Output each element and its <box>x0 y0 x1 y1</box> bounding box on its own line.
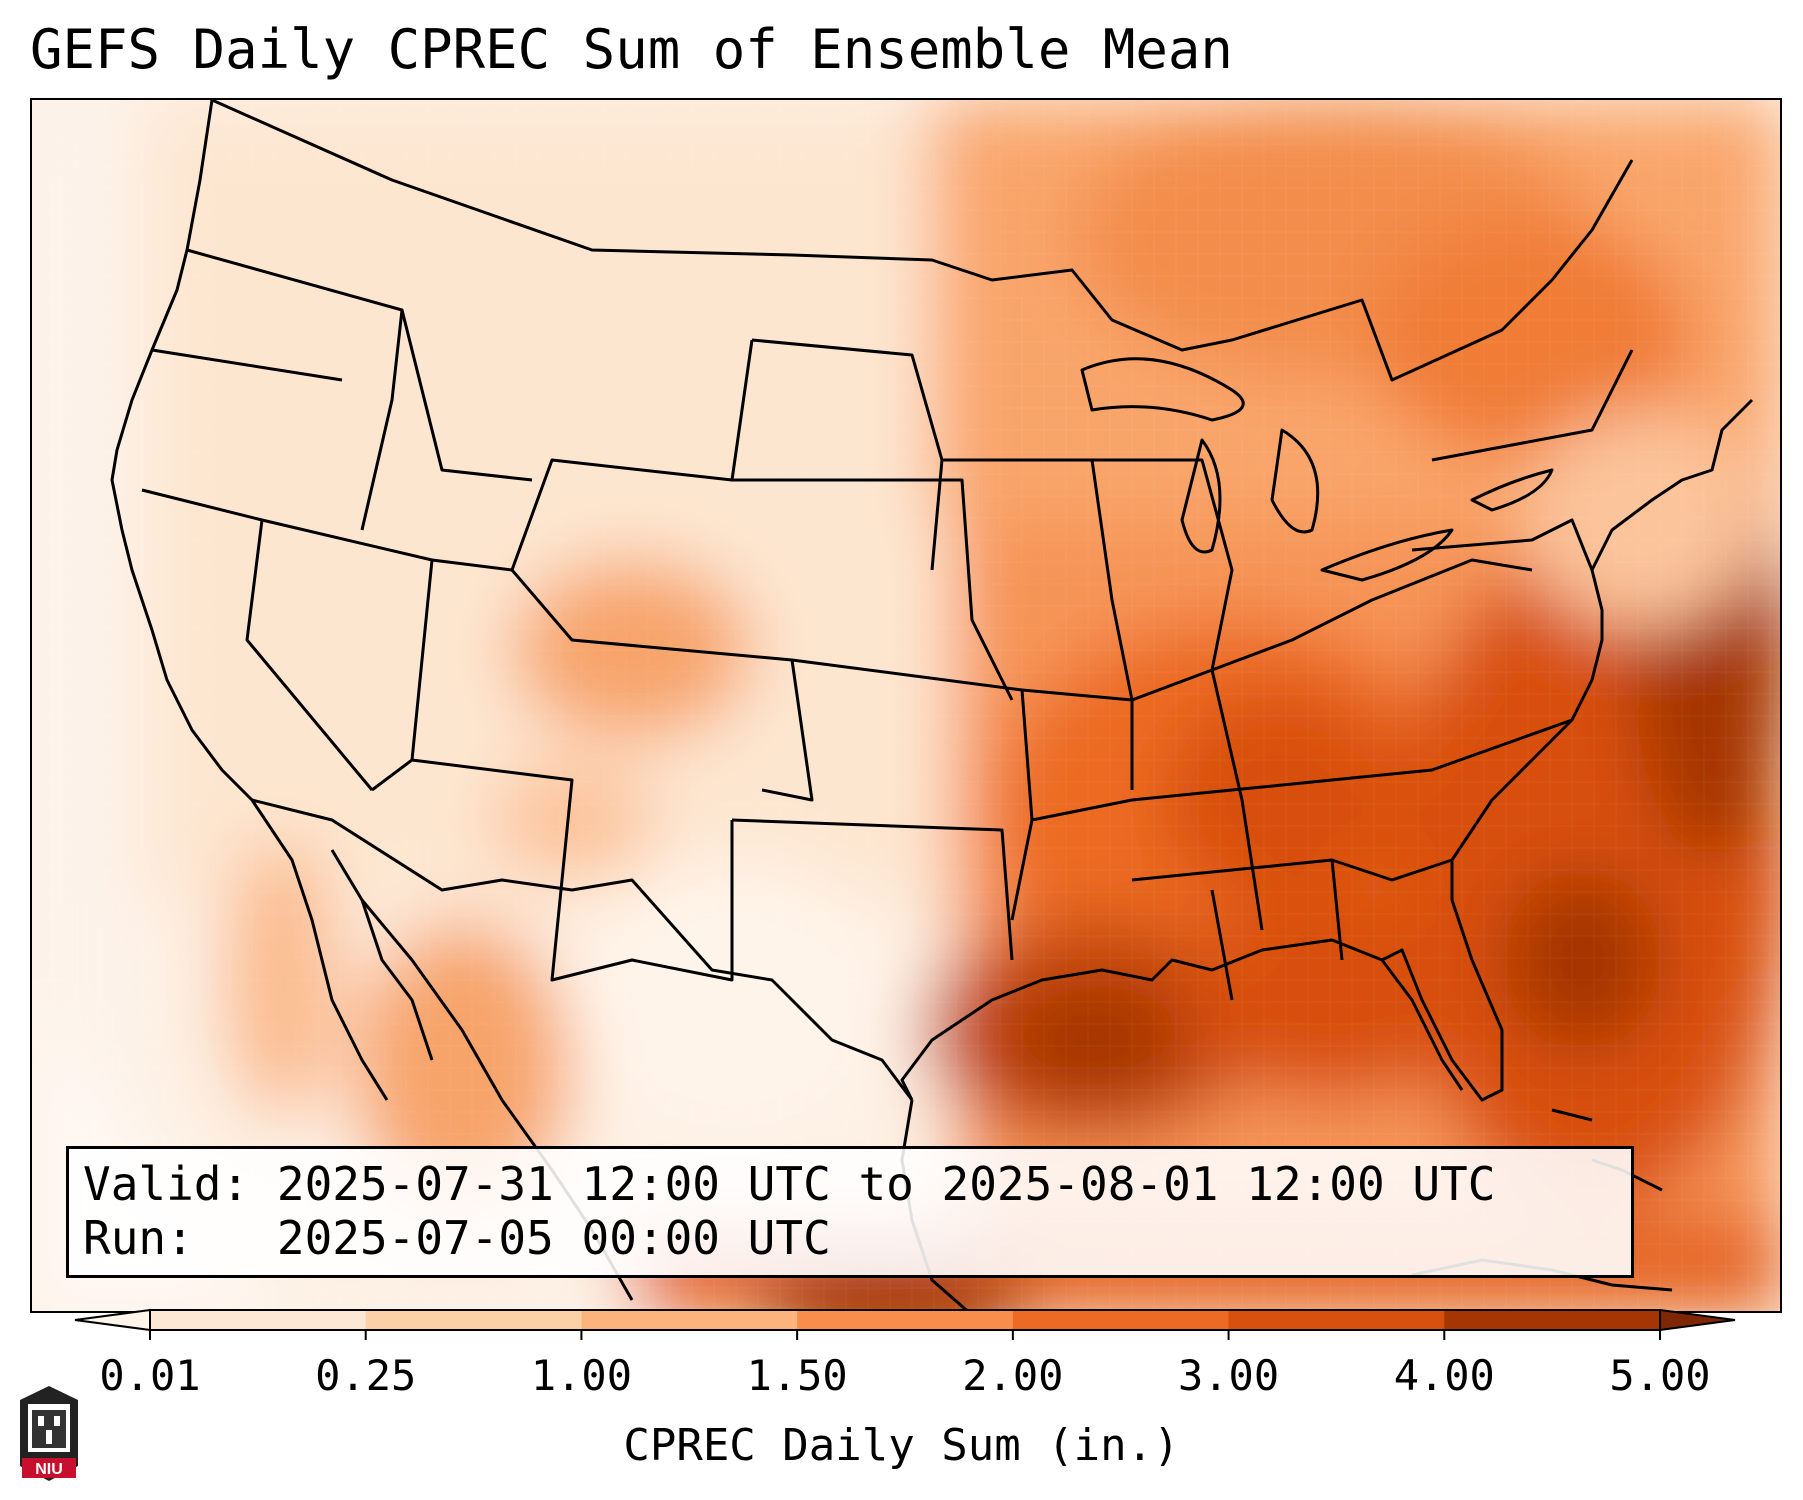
colorbar-segment <box>1012 1310 1230 1330</box>
colorbar-tick-label: 5.00 <box>1609 1351 1710 1400</box>
run-time: 2025-07-05 00:00 UTC <box>276 1211 831 1265</box>
colorbar-tick-label: 0.25 <box>315 1351 416 1400</box>
niu-logo: NIU <box>20 1386 78 1481</box>
run-label: Run: <box>83 1211 194 1265</box>
valid-label: Valid: <box>83 1157 250 1211</box>
colorbar-over-extension <box>1659 1308 1736 1332</box>
us-mexico-border <box>251 798 914 1101</box>
colorbar-segment <box>1228 1310 1445 1330</box>
colorbar-segment <box>1444 1310 1661 1330</box>
colorbar-tick-label: 4.00 <box>1394 1351 1495 1400</box>
baja-peninsula <box>250 799 389 1101</box>
west-coast <box>110 100 254 802</box>
colorbar-tick-label: 2.00 <box>962 1351 1063 1400</box>
colorbar-tick-label: 0.01 <box>99 1351 200 1400</box>
colorbar-segment <box>797 1310 1014 1330</box>
colorbar-segment <box>150 1310 367 1330</box>
colorbar-tick-label: 1.00 <box>531 1351 632 1400</box>
colorbar-segment <box>365 1310 582 1330</box>
colorbar-tick-label: 3.00 <box>1178 1351 1279 1400</box>
valid-time-range: 2025-07-31 12:00 UTC to 2025-08-01 12:00… <box>276 1157 1496 1211</box>
colorbar-under-extension <box>74 1308 151 1332</box>
colorbar-segments <box>74 1308 1736 1332</box>
florida <box>1381 860 1504 1102</box>
niu-logo-text: NIU <box>35 1461 63 1478</box>
great-lakes <box>1080 357 1554 582</box>
colorbar-frame <box>149 1309 1661 1331</box>
colorbar-label: CPREC Daily Sum (in.) <box>623 1420 1180 1471</box>
east-coast <box>1450 398 1754 861</box>
map-title: GEFS Daily CPREC Sum of Ensemble Mean <box>30 18 1233 81</box>
state-boundaries <box>110 100 1754 1311</box>
precipitation-map <box>32 100 1780 1311</box>
us-canada-border <box>211 100 1634 382</box>
colorbar-tick-label: 1.50 <box>747 1351 848 1400</box>
colorbar-ticks: 0.01 0.25 1.00 1.50 2.00 3.00 4.00 5.00 <box>99 1330 1711 1400</box>
colorbar: 0.01 0.25 1.00 1.50 2.00 3.00 4.00 5.00 <box>74 1308 1736 1400</box>
validity-info-box: Valid: 2025-07-31 12:00 UTC to 2025-08-0… <box>66 1146 1634 1278</box>
colorbar-segment <box>581 1310 798 1330</box>
map-panel <box>30 98 1782 1313</box>
gulf-coast <box>900 938 1464 1101</box>
